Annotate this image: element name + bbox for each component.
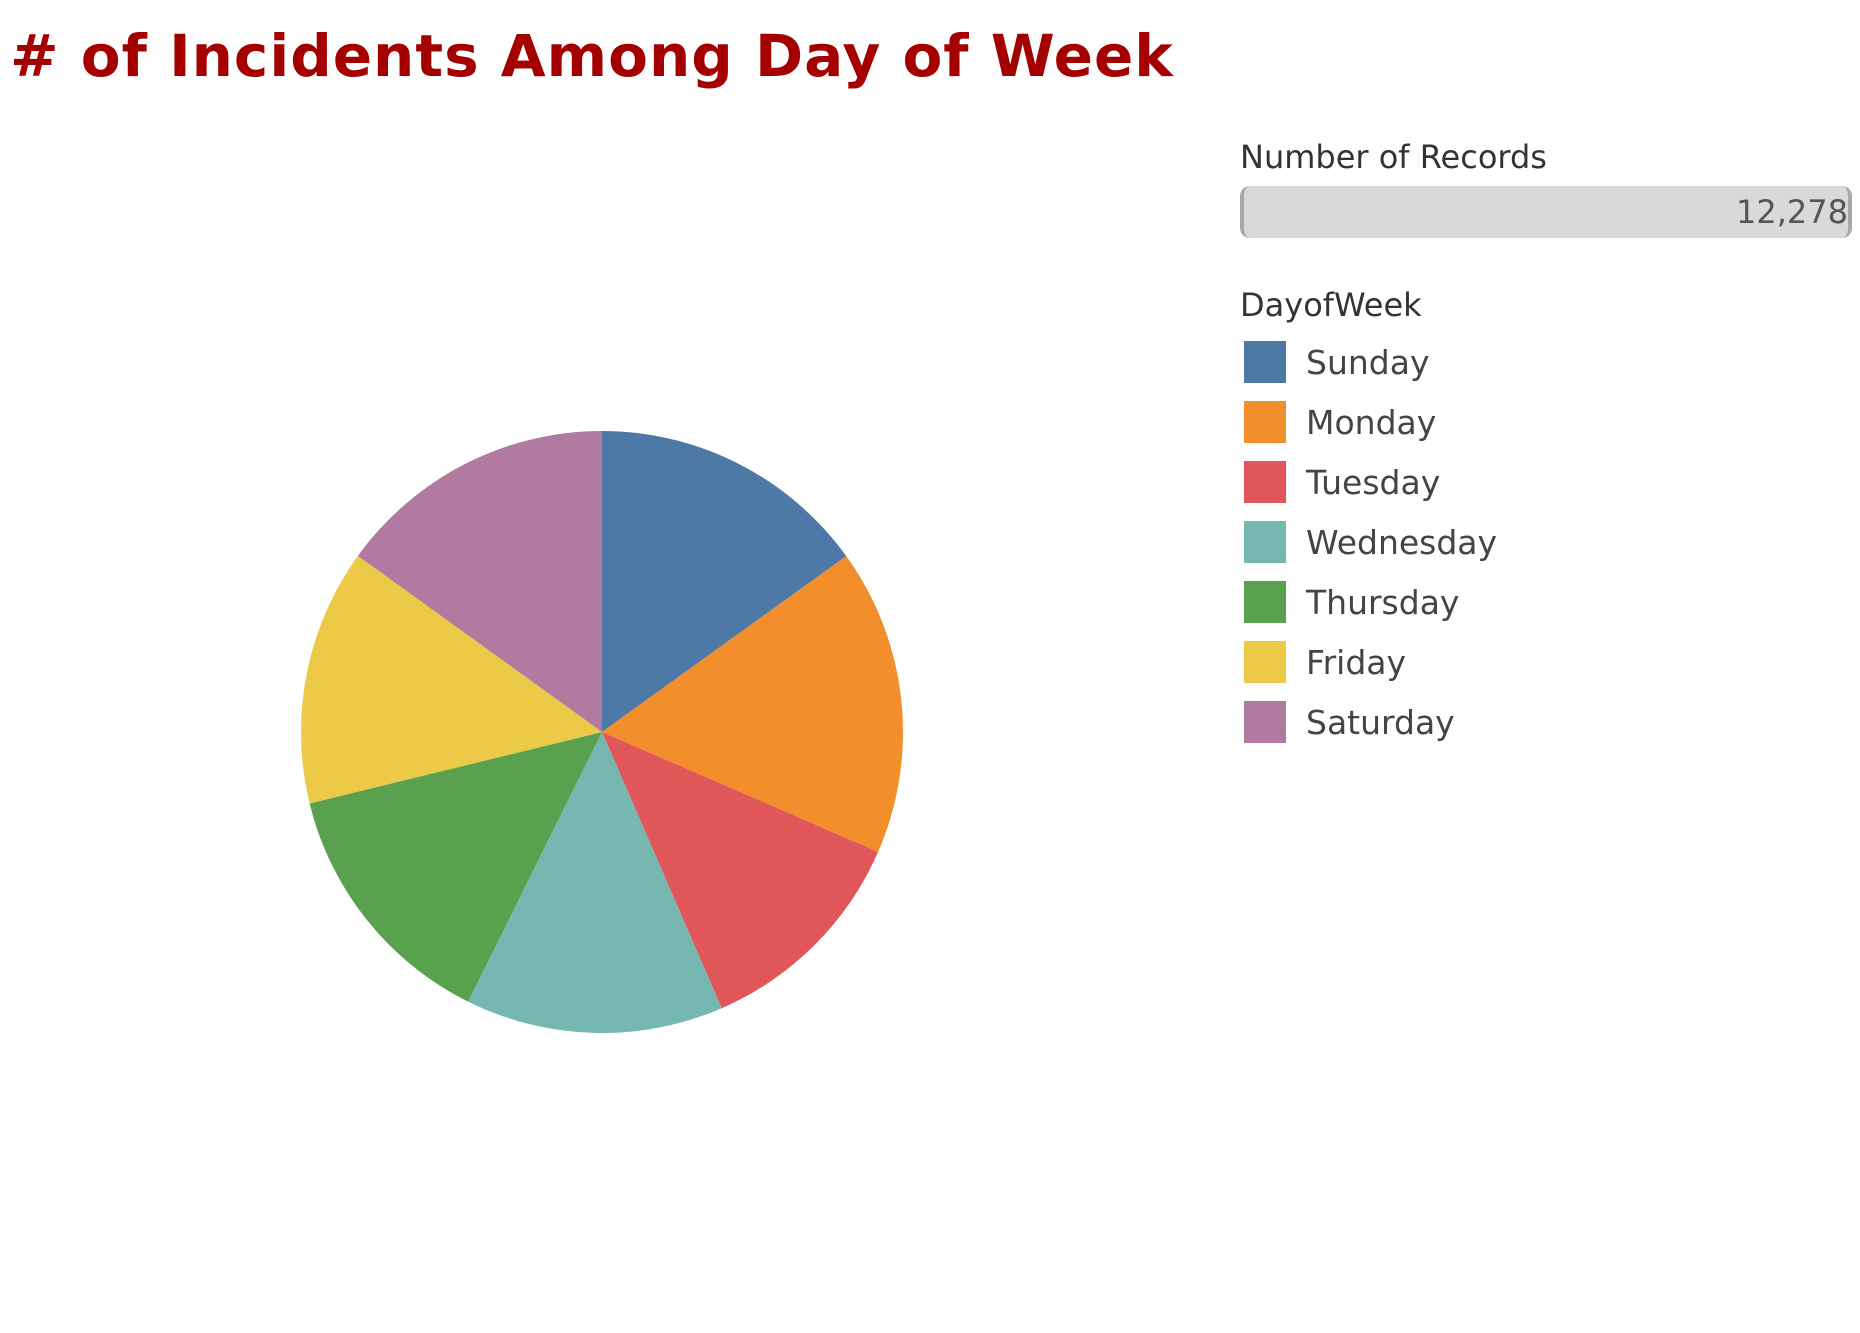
size-legend-max-value: 12,278 bbox=[1736, 193, 1848, 231]
size-legend-title: Number of Records bbox=[1240, 138, 1547, 176]
pie-slice-friday[interactable] bbox=[300, 555, 602, 804]
legend-item-saturday[interactable]: Saturday bbox=[1240, 692, 1840, 752]
pie-area bbox=[300, 431, 904, 1034]
legend-swatch bbox=[1244, 581, 1286, 623]
legend-swatch bbox=[1244, 521, 1286, 563]
legend-item-monday[interactable]: Monday bbox=[1240, 392, 1840, 452]
legend-label: Wednesday bbox=[1306, 522, 1498, 562]
pie-slice-tuesday[interactable] bbox=[602, 732, 879, 1009]
legend-swatch bbox=[1244, 641, 1286, 683]
legend-item-friday[interactable]: Friday bbox=[1240, 632, 1840, 692]
pie-slice-sunday[interactable] bbox=[602, 431, 847, 732]
legend-panel: Number of Records 12,278 DayofWeek Sunda… bbox=[1240, 138, 1852, 752]
color-legend-list: Sunday Monday Tuesday Wednesday Thursday… bbox=[1240, 332, 1840, 752]
color-legend-title: DayofWeek bbox=[1240, 286, 1422, 324]
pie-chart bbox=[300, 431, 904, 1034]
legend-item-thursday[interactable]: Thursday bbox=[1240, 572, 1840, 632]
pie-slice-saturday[interactable] bbox=[357, 431, 602, 732]
chart-title: # of Incidents Among Day of Week bbox=[10, 22, 1174, 90]
pie-slice-monday[interactable] bbox=[602, 556, 904, 852]
legend-item-wednesday[interactable]: Wednesday bbox=[1240, 512, 1840, 572]
legend-swatch bbox=[1244, 341, 1286, 383]
legend-item-sunday[interactable]: Sunday bbox=[1240, 332, 1840, 392]
legend-label: Monday bbox=[1306, 402, 1437, 442]
legend-label: Sunday bbox=[1306, 342, 1430, 382]
legend-swatch bbox=[1244, 701, 1286, 743]
legend-label: Friday bbox=[1306, 642, 1407, 682]
legend-swatch bbox=[1244, 461, 1286, 503]
legend-label: Tuesday bbox=[1306, 462, 1441, 502]
size-legend-bar: 12,278 bbox=[1240, 186, 1852, 238]
legend-label: Thursday bbox=[1306, 582, 1460, 622]
legend-label: Saturday bbox=[1306, 702, 1455, 742]
legend-swatch bbox=[1244, 401, 1286, 443]
pie-slice-thursday[interactable] bbox=[309, 732, 602, 1002]
pie-slice-wednesday[interactable] bbox=[468, 732, 722, 1034]
legend-item-tuesday[interactable]: Tuesday bbox=[1240, 452, 1840, 512]
